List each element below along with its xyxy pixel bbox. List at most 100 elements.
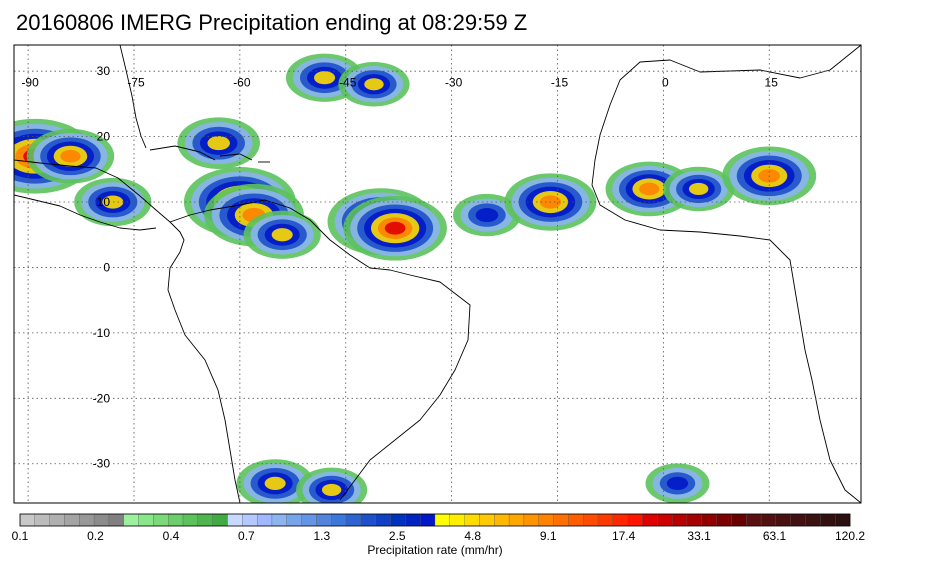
colorbar-swatch [93, 513, 110, 527]
colorbar-swatch [597, 513, 614, 527]
colorbar-outline [19, 513, 851, 527]
colorbar-tick-label: 0.4 [163, 529, 180, 543]
colorbar-tick-label: 0.1 [12, 529, 29, 543]
colorbar-swatch [316, 513, 332, 527]
precip-cell [364, 78, 384, 91]
colorbar-swatch [731, 513, 747, 527]
colorbar-tick-label: 1.3 [313, 529, 330, 543]
colorbar-tick-label: 33.1 [687, 529, 711, 543]
precip-cell [475, 208, 499, 223]
colorbar-swatch [479, 513, 495, 527]
colorbar-swatch [820, 513, 836, 527]
colorbar-swatch [420, 513, 436, 527]
precip-cell [666, 476, 689, 491]
graticule [14, 45, 861, 503]
colorbar-swatch [657, 513, 673, 527]
colorbar-tick-label: 17.4 [612, 529, 636, 543]
lon-tick-label: -90 [21, 75, 39, 89]
colorbar-swatch [538, 513, 554, 527]
lon-tick-label: -75 [127, 75, 145, 89]
lat-tick-label: 0 [103, 260, 110, 274]
map-background [14, 45, 861, 503]
map-frame [13, 44, 862, 504]
colorbar-swatch [701, 513, 717, 527]
colorbar-tick-labels: 0.1 0.2 0.4 0.7 1.3 2.5 4.8 9.1 17.4 33.1 63.1 120.… [12, 529, 866, 543]
colorbar-tick-label: 120.2 [835, 529, 865, 543]
colorbar-swatch [360, 513, 376, 527]
colorbar-swatch [494, 513, 510, 527]
precip-cell [207, 136, 230, 151]
colorbar [19, 513, 851, 527]
lat-tick-label: 20 [97, 130, 111, 144]
lon-tick-label: 0 [662, 75, 669, 89]
colorbar-swatch [523, 513, 539, 527]
precip-cell [264, 476, 286, 490]
colorbar-swatch [642, 513, 658, 527]
colorbar-swatch [434, 513, 450, 527]
colorbar-swatch [405, 513, 421, 527]
colorbar-swatch [612, 513, 628, 527]
precip-cell [102, 195, 124, 209]
colorbar-swatch [553, 513, 569, 527]
precip-cell [60, 149, 81, 163]
lon-tick-label: -45 [339, 75, 357, 89]
colorbar-swatch [568, 513, 584, 527]
colorbar-swatch [331, 513, 347, 527]
colorbar-swatch [775, 513, 791, 527]
precip-cell [314, 71, 336, 85]
colorbar-swatch [286, 513, 302, 527]
colorbar-swatch [835, 513, 851, 527]
colorbar-swatch [138, 513, 154, 527]
colorbar-swatch [64, 513, 80, 527]
lon-tick-label: -30 [445, 75, 463, 89]
colorbar-swatch [805, 513, 821, 527]
colorbar-tick-label: 0.2 [87, 529, 104, 543]
precip-cell [271, 228, 293, 242]
colorbar-swatch [345, 513, 362, 527]
lat-tick-label: -20 [93, 391, 111, 405]
colorbar-swatch [153, 513, 169, 527]
colorbar-swatch [716, 513, 732, 527]
colorbar-swatch [182, 513, 199, 527]
colorbar-tick-label: 63.1 [763, 529, 787, 543]
lon-tick-label: 15 [765, 75, 779, 89]
precip-cell [321, 483, 342, 496]
colorbar-swatch [301, 513, 317, 527]
colorbar-swatch [390, 513, 406, 527]
colorbar-swatch [227, 513, 243, 527]
precip-cell [639, 182, 660, 196]
colorbar-swatch [197, 513, 213, 527]
colorbar-swatch [375, 513, 391, 527]
colorbar-swatch [79, 513, 95, 527]
precip-cell [384, 221, 406, 235]
colorbar-swatch [686, 513, 702, 527]
lon-tick-label: -60 [233, 75, 251, 89]
colorbar-swatch [671, 513, 688, 527]
colorbar-swatch [34, 513, 50, 527]
colorbar-swatch [746, 513, 762, 527]
colorbar-swatch [271, 513, 287, 527]
colorbar-swatch [760, 513, 777, 527]
lat-tick-label: -10 [93, 326, 111, 340]
colorbar-tick-label: 2.5 [389, 529, 406, 543]
colorbar-tick-label: 9.1 [540, 529, 557, 543]
lat-tick-label: 30 [97, 64, 111, 78]
coastlines [14, 45, 861, 503]
colorbar-swatch [583, 513, 599, 527]
colorbar-tick-label: 4.8 [464, 529, 481, 543]
lon-tick-label: -15 [551, 75, 569, 89]
graticule-labels: -90 -75 -60 -45 -30 -15 0 15 30 20 10 0 -10 -20 -30 [21, 64, 778, 471]
colorbar-swatch [508, 513, 525, 527]
lat-tick-label: -30 [93, 457, 111, 471]
colorbar-swatch [449, 513, 465, 527]
colorbar-swatch [19, 513, 35, 527]
colorbar-swatch [790, 513, 806, 527]
colorbar-swatch [627, 513, 643, 527]
colorbar-swatch [242, 513, 258, 527]
map-title: 20160806 IMERG Precipitation ending at 0… [16, 10, 528, 35]
colorbar-label: Precipitation rate (mm/hr) [367, 543, 503, 557]
precip-cell [688, 182, 709, 196]
colorbar-swatch [464, 513, 480, 527]
colorbar-swatch [212, 513, 228, 527]
